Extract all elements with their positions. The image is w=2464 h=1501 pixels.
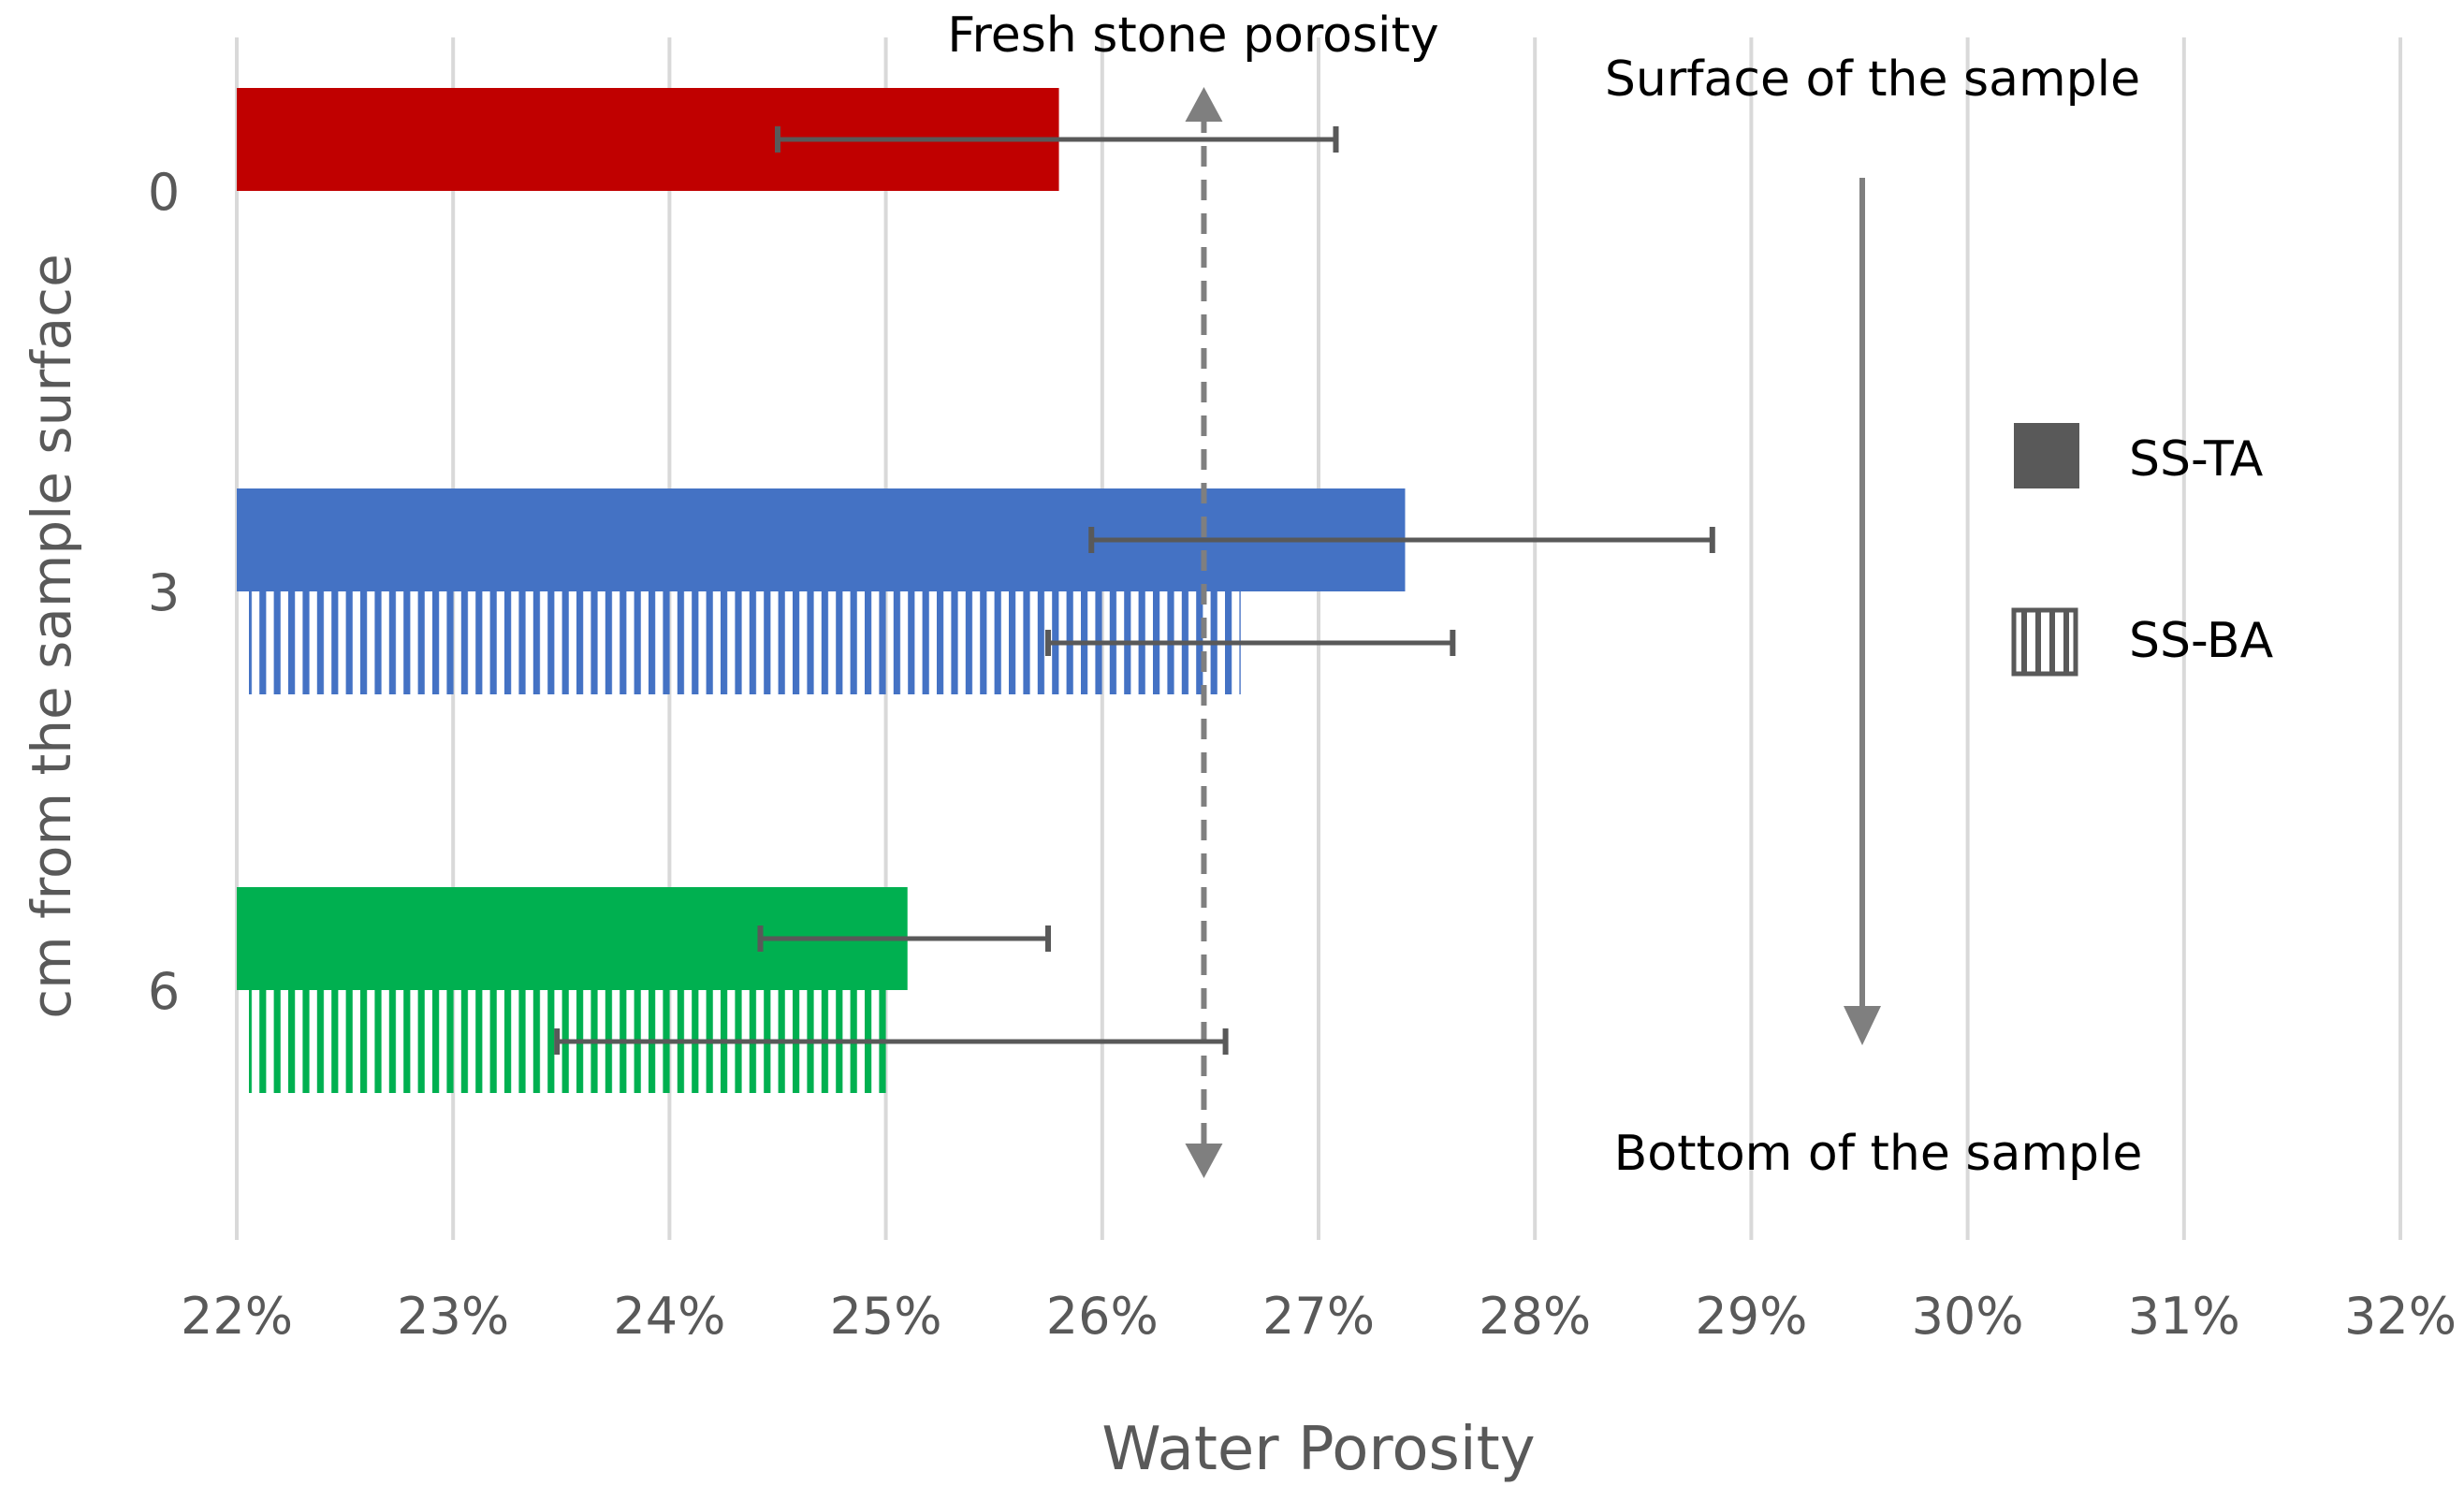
reference-line-group (1185, 87, 1223, 1178)
y-tick-label-6: 6 (148, 962, 180, 1021)
bars (237, 88, 1406, 1093)
x-axis-title: Water Porosity (1101, 1415, 1535, 1484)
error-bar-ss-ba-3 (1045, 630, 1456, 656)
reference-line-label: Fresh stone porosity (947, 7, 1438, 64)
x-tick-label-7: 29% (1695, 1287, 1807, 1346)
x-tick-label-8: 30% (1912, 1287, 2024, 1346)
x-tick-label-9: 31% (2128, 1287, 2240, 1346)
legend-swatch-ss-ta (2014, 423, 2079, 488)
x-tick-label-4: 26% (1046, 1287, 1159, 1346)
x-tick-label-3: 25% (830, 1287, 942, 1346)
legend-label-ss-ta: SS-TA (2129, 431, 2264, 488)
y-tick-label-0: 0 (148, 163, 180, 222)
annotation-surface: Surface of the sample (1605, 51, 2140, 108)
error-bars (554, 126, 1715, 1055)
error-bar-ss-ta-3 (1088, 527, 1715, 553)
y-axis-title: cm from the sample surface (20, 254, 83, 1019)
error-bar-ss-ba-6 (554, 1028, 1229, 1055)
legend: SS-TA SS-BA (2011, 423, 2274, 677)
axis-labels: 22% 23% 24% 25% 26% 27% 28% 29% 30% 31% 32% 0 3 6 (148, 163, 2457, 1346)
x-tick-label-1: 23% (397, 1287, 509, 1346)
x-tick-label-6: 28% (1479, 1287, 1591, 1346)
reference-arrow-down (1185, 1144, 1223, 1178)
reference-arrow-up (1185, 87, 1223, 122)
error-bar-ss-ta-6 (757, 925, 1051, 952)
x-tick-label-2: 24% (613, 1287, 725, 1346)
error-bar-ss-ta-0 (775, 126, 1339, 153)
x-tick-label-0: 22% (181, 1287, 293, 1346)
legend-swatch-ss-ba (2011, 607, 2078, 677)
surface-to-bottom-arrowhead (1844, 1006, 1881, 1045)
annotation-bottom: Bottom of the sample (1614, 1126, 2143, 1182)
x-tick-label-5: 27% (1262, 1287, 1375, 1346)
y-tick-label-3: 3 (148, 563, 180, 622)
x-tick-label-10: 32% (2344, 1287, 2457, 1346)
legend-label-ss-ba: SS-BA (2129, 613, 2274, 669)
